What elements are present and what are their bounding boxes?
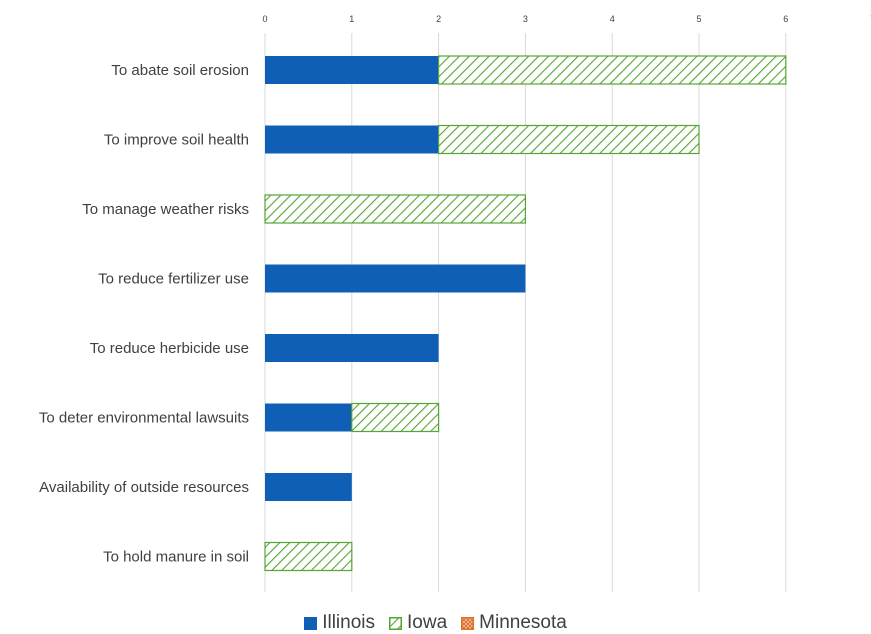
bar-illinois-availability-of-outside-resources	[265, 473, 352, 501]
bar-iowa-to-hold-manure-in-soil	[264, 541, 353, 572]
legend-item-minnesota: Minnesota	[461, 612, 567, 634]
bar-iowa-to-manage-weather-risks	[264, 194, 526, 224]
legend-swatch-iowa	[389, 616, 402, 630]
category-label-to-manage-weather-risks: To manage weather risks	[82, 201, 249, 218]
bar-illinois-to-reduce-fertilizer-use	[265, 264, 526, 293]
legend-label-minnesota: Minnesota	[479, 612, 567, 633]
category-labels: To abate soil erosion To improve soil hea…	[39, 62, 249, 566]
legend-swatch-illinois	[304, 616, 318, 630]
category-label-to-abate-soil-erosion: To abate soil erosion	[111, 62, 249, 79]
x-tick-label-4: 4	[610, 14, 615, 24]
x-tick-label-2: 2	[436, 14, 441, 24]
x-tick-label-6: 6	[783, 14, 788, 24]
category-label-to-deter-environmental-lawsuits: To deter environmental lawsuits	[39, 410, 249, 427]
legend: Illinois Iowa Minnesota	[0, 612, 871, 634]
bar-iowa-to-deter-environmental-lawsuits	[351, 402, 440, 433]
category-label-to-reduce-herbicide-use: To reduce herbicide use	[90, 340, 249, 357]
category-label-to-reduce-fertilizer-use: To reduce fertilizer use	[98, 271, 249, 288]
bar-iowa-to-improve-soil-health	[438, 124, 700, 155]
x-tick-label-5: 5	[696, 14, 701, 24]
legend-label-iowa: Iowa	[407, 612, 448, 633]
legend-item-illinois: Illinois	[304, 612, 375, 634]
legend-swatch-minnesota	[461, 616, 475, 630]
bar-iowa-to-abate-soil-erosion	[438, 55, 787, 85]
legend-item-iowa: Iowa	[389, 612, 447, 634]
category-label-to-hold-manure-in-soil: To hold manure in soil	[103, 549, 249, 566]
bar-illinois-to-deter-environmental-lawsuits	[265, 403, 352, 432]
gridlines	[264, 33, 787, 592]
x-tick-label-1: 1	[349, 14, 354, 24]
category-label-to-improve-soil-health: To improve soil health	[104, 132, 249, 149]
legend-label-illinois: Illinois	[322, 612, 375, 633]
bar-illinois-to-reduce-herbicide-use	[265, 334, 439, 362]
bar-illinois-to-abate-soil-erosion	[265, 56, 439, 84]
category-label-availability-of-outside-resources: Availability of outside resources	[39, 479, 249, 496]
bar-illinois-to-improve-soil-health	[265, 125, 439, 154]
x-tick-label-0: 0	[262, 14, 267, 24]
bars	[264, 55, 787, 572]
x-tick-label-3: 3	[523, 14, 528, 24]
x-axis-ticks: 01234567	[262, 14, 871, 24]
